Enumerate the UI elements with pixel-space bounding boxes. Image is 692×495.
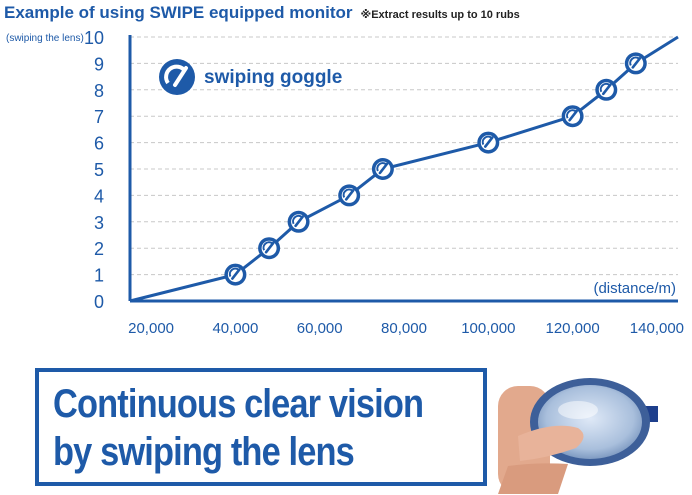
legend-icon: [159, 59, 195, 95]
y-tick-label: 8: [94, 81, 104, 101]
y-tick-label: 1: [94, 266, 104, 286]
title-note: ※Extract results up to 10 rubs: [360, 9, 520, 21]
line-chart: 0 1 2 3 4 5 6 7 8 9 10 20,000 40,000 60,000 80,000 100…: [84, 28, 684, 337]
y-tick-label: 9: [94, 54, 104, 74]
legend: swiping goggle: [159, 59, 342, 95]
x-tick-labels: 20,000 40,000 60,000 80,000 100,000 120,000 14…: [128, 320, 684, 337]
x-tick-label: 140,000: [630, 320, 684, 337]
data-point: [371, 158, 394, 180]
y-tick-label: 0: [94, 292, 104, 312]
x-tick-label: 80,000: [381, 320, 427, 337]
x-tick-label: 120,000: [545, 320, 599, 337]
data-point: [338, 184, 361, 207]
slogan-banner: Continuous clear vision by swiping the l…: [35, 368, 487, 486]
x-tick-label: 20,000: [128, 320, 174, 337]
x-tick-label: 100,000: [461, 320, 515, 337]
data-point: [258, 237, 281, 260]
x-axis-label: (distance/m): [593, 280, 676, 297]
title-text: Example of using SWIPE equipped monitor: [4, 3, 353, 22]
slogan-line-1: Continuous clear vision: [53, 382, 424, 426]
y-tick-label: 7: [94, 107, 104, 127]
data-point: [595, 78, 618, 101]
axes: [128, 35, 678, 303]
thumb-shape: [518, 425, 584, 461]
y-tick-label: 5: [94, 160, 104, 180]
chart-title: Example of using SWIPE equipped monitor ※…: [4, 3, 520, 23]
y-tick-label: 3: [94, 213, 104, 233]
y-tick-label: 10: [84, 28, 104, 48]
y-tick-label: 2: [94, 239, 104, 259]
y-axis-label: (swiping the lens): [6, 33, 84, 44]
goggle-lens-photo: [498, 366, 688, 494]
y-tick-label: 6: [94, 134, 104, 154]
x-tick-label: 40,000: [212, 320, 258, 337]
series: [129, 35, 679, 303]
data-point: [477, 131, 500, 154]
slogan-line-2: by swiping the lens: [53, 430, 355, 474]
x-tick-label: 60,000: [297, 320, 343, 337]
data-point: [561, 105, 584, 128]
legend-label: swiping goggle: [204, 67, 342, 88]
data-point: [624, 52, 647, 75]
data-point: [224, 263, 247, 286]
data-point: [287, 210, 310, 233]
y-tick-label: 4: [94, 186, 104, 206]
grid-lines: [130, 36, 678, 276]
y-tick-labels: 0 1 2 3 4 5 6 7 8 9 10: [84, 28, 104, 312]
